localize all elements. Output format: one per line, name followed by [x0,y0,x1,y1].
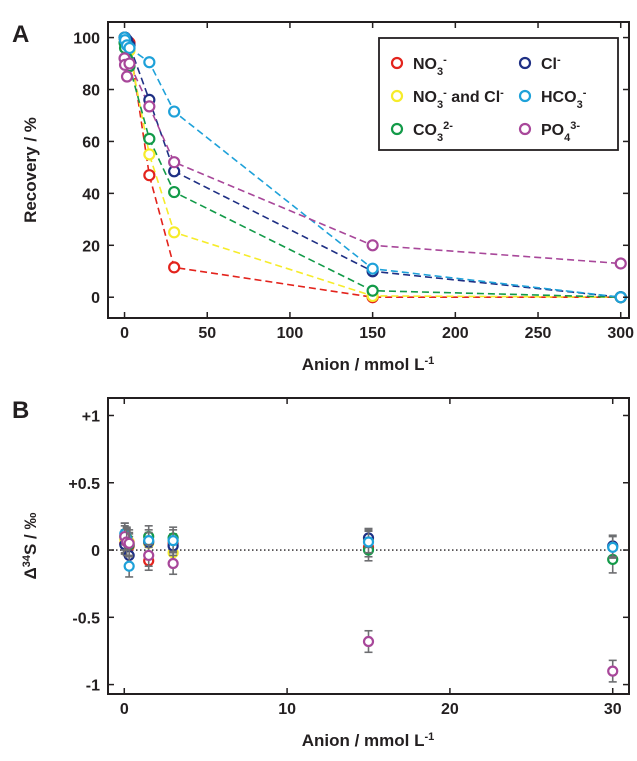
y-tick-label: 80 [82,83,100,100]
panel-a-ticks: 0 50 100 150 200 250 300 0 20 40 60 80 100 [73,22,634,342]
x-tick-label: 300 [607,325,634,342]
data-point [143,56,156,69]
legend-marker [518,56,532,70]
legend-marker [518,122,532,136]
legend-label: Cl- [541,54,561,73]
x-tick-label: 0 [120,325,129,342]
x-tick-label: 20 [441,701,459,718]
data-point [614,257,627,270]
legend-label: PO43- [541,120,580,144]
panel-b-ticks: 0 10 20 30 +1 +0.5 0 -0.5 -1 [68,398,629,718]
data-point [167,557,179,570]
data-point [168,105,181,118]
error-bar-point [167,551,179,576]
data-point [168,261,181,274]
data-point [607,665,619,677]
panel-b-series-points [119,522,619,683]
error-bar-point [167,529,179,553]
y-tick-label: -1 [86,678,100,695]
data-point [120,70,134,83]
y-tick-label: 20 [82,238,100,255]
y-tick-label: 0 [91,290,100,307]
data-point [167,535,179,547]
data-point [607,541,619,553]
x-tick-label: 150 [359,325,386,342]
data-point [123,57,136,70]
x-tick-label: 0 [120,701,129,718]
x-tick-label: 50 [198,325,216,342]
y-tick-label: +0.5 [68,476,100,493]
data-point [143,169,156,182]
series-line [123,58,621,265]
panel-a-letter: A [12,21,29,48]
data-point [366,239,379,252]
data-point [123,537,135,549]
x-tick-label: 30 [604,701,622,718]
data-point [143,100,156,113]
panel-b-y-axis-title: Δ34S / ‰ [21,513,40,580]
data-point [168,185,181,199]
legend-marker [518,89,532,103]
data-point [362,635,375,648]
error-bar-point [607,659,619,683]
error-bar-point [362,530,375,554]
y-tick-label: 100 [73,31,100,48]
data-point [123,560,135,572]
legend-label: CO32- [413,120,453,144]
data-point [143,132,156,145]
error-bar-point [123,529,135,558]
error-bar-point [143,543,155,567]
data-point [143,549,155,562]
x-tick-label: 100 [277,325,304,342]
legend-label: NO3- [413,54,447,78]
legend-label: NO3- and Cl- [413,87,504,111]
data-point [143,535,155,547]
legend: NO3- Cl- NO3- and Cl- HCO3- CO32- PO43- [378,37,619,151]
data-point [143,148,156,161]
data-point [366,284,379,297]
data-point [168,226,181,239]
data-point [168,156,181,169]
error-bar-point [362,629,375,654]
y-tick-label: -0.5 [72,610,100,627]
error-bar-point [607,535,619,559]
legend-marker [390,122,404,136]
x-tick-label: 200 [442,325,469,342]
y-tick-label: 0 [91,543,100,560]
data-point [123,41,136,55]
data-point [366,262,379,275]
panel-a: A 0 50 100 150 200 250 300 0 20 40 60 80 100 NO3- Cl-… [12,21,634,374]
panel-a-plot-frame [107,21,630,319]
panel-a-y-axis-title: Recovery / % [21,117,40,223]
x-tick-label: 10 [278,701,296,718]
data-point [362,536,375,548]
y-tick-label: +1 [82,408,100,425]
panel-b: B 0 10 20 30+1+0.50-0.5-1 Anion / mmol L-1 … [12,397,630,750]
panel-a-series-points [118,31,627,304]
panel-b-plot-frame [107,397,630,695]
legend-label: HCO3- [541,87,587,111]
panel-b-letter: B [12,397,29,424]
panel-b-x-axis-title: Anion / mmol L-1 [302,731,435,750]
legend-marker [390,89,404,103]
legend-box [378,37,619,151]
y-tick-label: 60 [82,134,100,151]
legend-marker [390,56,404,70]
panel-a-x-axis-title: Anion / mmol L-1 [302,355,435,374]
x-tick-label: 250 [525,325,552,342]
y-tick-label: 40 [82,186,100,203]
error-bar-point [123,554,135,578]
